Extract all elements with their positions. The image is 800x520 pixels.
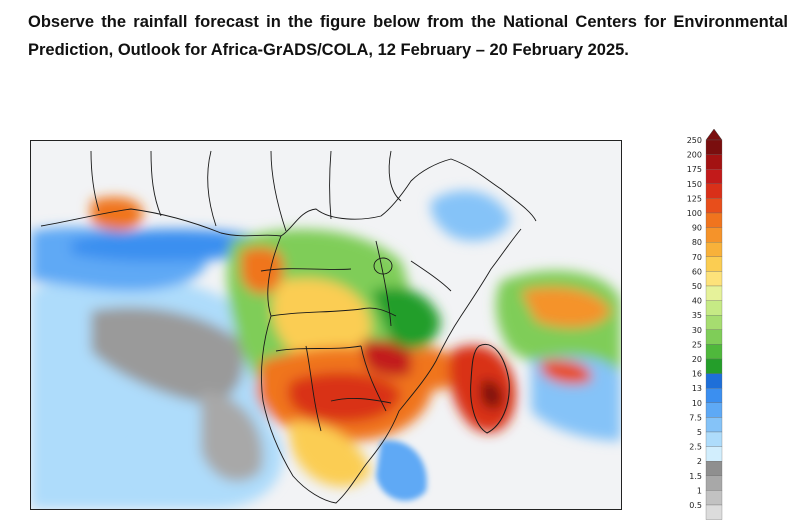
legend-swatch xyxy=(705,198,723,214)
legend-swatch xyxy=(705,271,723,287)
legend-tick-label: 125 xyxy=(687,194,702,203)
legend-swatch xyxy=(705,417,723,433)
legend-swatch xyxy=(705,256,723,272)
legend-swatch xyxy=(705,490,723,506)
legend-swatch xyxy=(705,329,723,345)
legend-swatch xyxy=(705,169,723,184)
legend-swatch xyxy=(705,402,723,418)
legend-tick-label: 13 xyxy=(692,384,702,393)
legend-swatch xyxy=(705,446,723,462)
legend-tick-label: 16 xyxy=(692,370,702,379)
legend-tick-label: 1 xyxy=(697,486,702,495)
lake-outline xyxy=(373,257,393,275)
legend-tick-label: 0.5 xyxy=(689,501,702,510)
legend-tick-label: 40 xyxy=(692,297,702,306)
madagascar-outline xyxy=(470,343,510,434)
rainfall-forecast-map xyxy=(30,140,622,510)
legend-tick-label: 250 xyxy=(687,136,702,145)
legend-tick-label: 30 xyxy=(692,326,702,335)
legend-swatch xyxy=(705,344,723,360)
legend-tick-label: 25 xyxy=(692,340,702,349)
precip-field xyxy=(31,190,621,509)
legend-swatch xyxy=(705,475,723,491)
legend-tick-label: 20 xyxy=(692,355,702,364)
legend-swatch xyxy=(705,373,723,389)
country-borders xyxy=(40,150,537,504)
legend-tick-label: 7.5 xyxy=(689,413,702,422)
legend-swatch xyxy=(705,227,723,243)
legend-swatch xyxy=(705,242,723,257)
legend-swatch xyxy=(705,388,723,403)
legend-swatch xyxy=(705,315,723,330)
legend-swatch xyxy=(705,139,723,155)
legend-tick-label: 50 xyxy=(692,282,702,291)
legend-tick-label: 2 xyxy=(697,457,702,466)
legend-swatch xyxy=(705,358,723,374)
legend-tick-label: 200 xyxy=(687,151,702,160)
legend-swatch xyxy=(705,212,723,228)
legend-swatch xyxy=(705,154,723,170)
legend-tick-label: 2.5 xyxy=(689,443,702,452)
legend-tick-label: 35 xyxy=(692,311,702,320)
legend-swatch xyxy=(705,183,723,199)
color-legend: 250 200 175 150 125 100 90 80 70 60 50 40 35 30 25 20 16… xyxy=(676,128,736,520)
legend-tick-label: 1.5 xyxy=(689,472,702,481)
legend-tick-label: 10 xyxy=(692,399,702,408)
legend-swatch xyxy=(705,504,723,520)
legend-swatch xyxy=(705,461,723,476)
legend-swatch xyxy=(705,285,723,301)
legend-tick-label: 80 xyxy=(692,238,702,247)
legend-tick-label: 100 xyxy=(687,209,702,218)
legend-tick-label: 5 xyxy=(697,428,702,437)
legend-tick-label: 150 xyxy=(687,180,702,189)
legend-swatch xyxy=(705,431,723,447)
map-canvas xyxy=(31,141,621,509)
legend-tick-label: 175 xyxy=(687,165,702,174)
legend-tick-label: 70 xyxy=(692,253,702,262)
legend-tick-label: 60 xyxy=(692,267,702,276)
legend-tick-label: 90 xyxy=(692,224,702,233)
legend-canvas: 2502001751501251009080706050403530252016… xyxy=(687,128,723,520)
intro-paragraph: Observe the rainfall forecast in the fig… xyxy=(28,13,788,59)
legend-swatch xyxy=(705,300,723,316)
legend-arrow-top xyxy=(705,128,723,141)
